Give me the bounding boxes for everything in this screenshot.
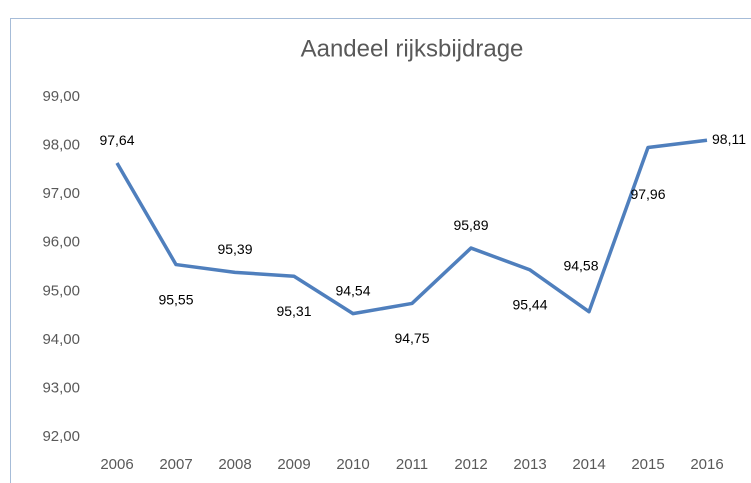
x-tick-label: 2007 bbox=[159, 456, 192, 473]
data-label: 94,75 bbox=[394, 330, 429, 346]
data-label: 97,96 bbox=[630, 186, 665, 202]
x-tick-label: 2016 bbox=[690, 456, 723, 473]
line-series bbox=[115, 138, 708, 316]
x-tick-label: 2011 bbox=[396, 456, 428, 473]
x-tick-label: 2009 bbox=[277, 456, 310, 473]
x-tick-label: 2010 bbox=[336, 456, 369, 473]
y-tick-label: 96,00 bbox=[42, 234, 80, 251]
chart-title: Aandeel rijksbijdrage bbox=[301, 35, 524, 62]
y-tick-label: 98,00 bbox=[42, 137, 80, 154]
data-label: 97,64 bbox=[99, 132, 134, 148]
y-tick-label: 97,00 bbox=[42, 185, 80, 202]
x-tick-label: 2015 bbox=[631, 456, 664, 473]
x-tick-label: 2006 bbox=[100, 456, 133, 473]
data-label: 95,31 bbox=[276, 303, 311, 319]
y-tick-label: 95,00 bbox=[42, 282, 80, 299]
data-label: 95,44 bbox=[512, 297, 547, 313]
y-tick-label: 94,00 bbox=[42, 331, 80, 348]
data-label: 98,11 bbox=[712, 131, 746, 147]
data-label: 94,58 bbox=[563, 257, 598, 273]
y-tick-label: 92,00 bbox=[42, 428, 80, 445]
chart-frame bbox=[10, 18, 751, 483]
data-label: 95,39 bbox=[217, 241, 252, 257]
data-label: 95,89 bbox=[453, 217, 488, 233]
y-tick-label: 99,00 bbox=[42, 88, 80, 105]
x-tick-label: 2013 bbox=[513, 456, 546, 473]
x-tick-label: 2014 bbox=[572, 456, 605, 473]
data-label: 94,54 bbox=[335, 282, 370, 298]
y-tick-label: 93,00 bbox=[42, 379, 80, 396]
x-tick-label: 2008 bbox=[218, 456, 251, 473]
data-label: 95,55 bbox=[158, 291, 193, 307]
x-tick-label: 2012 bbox=[454, 456, 487, 473]
